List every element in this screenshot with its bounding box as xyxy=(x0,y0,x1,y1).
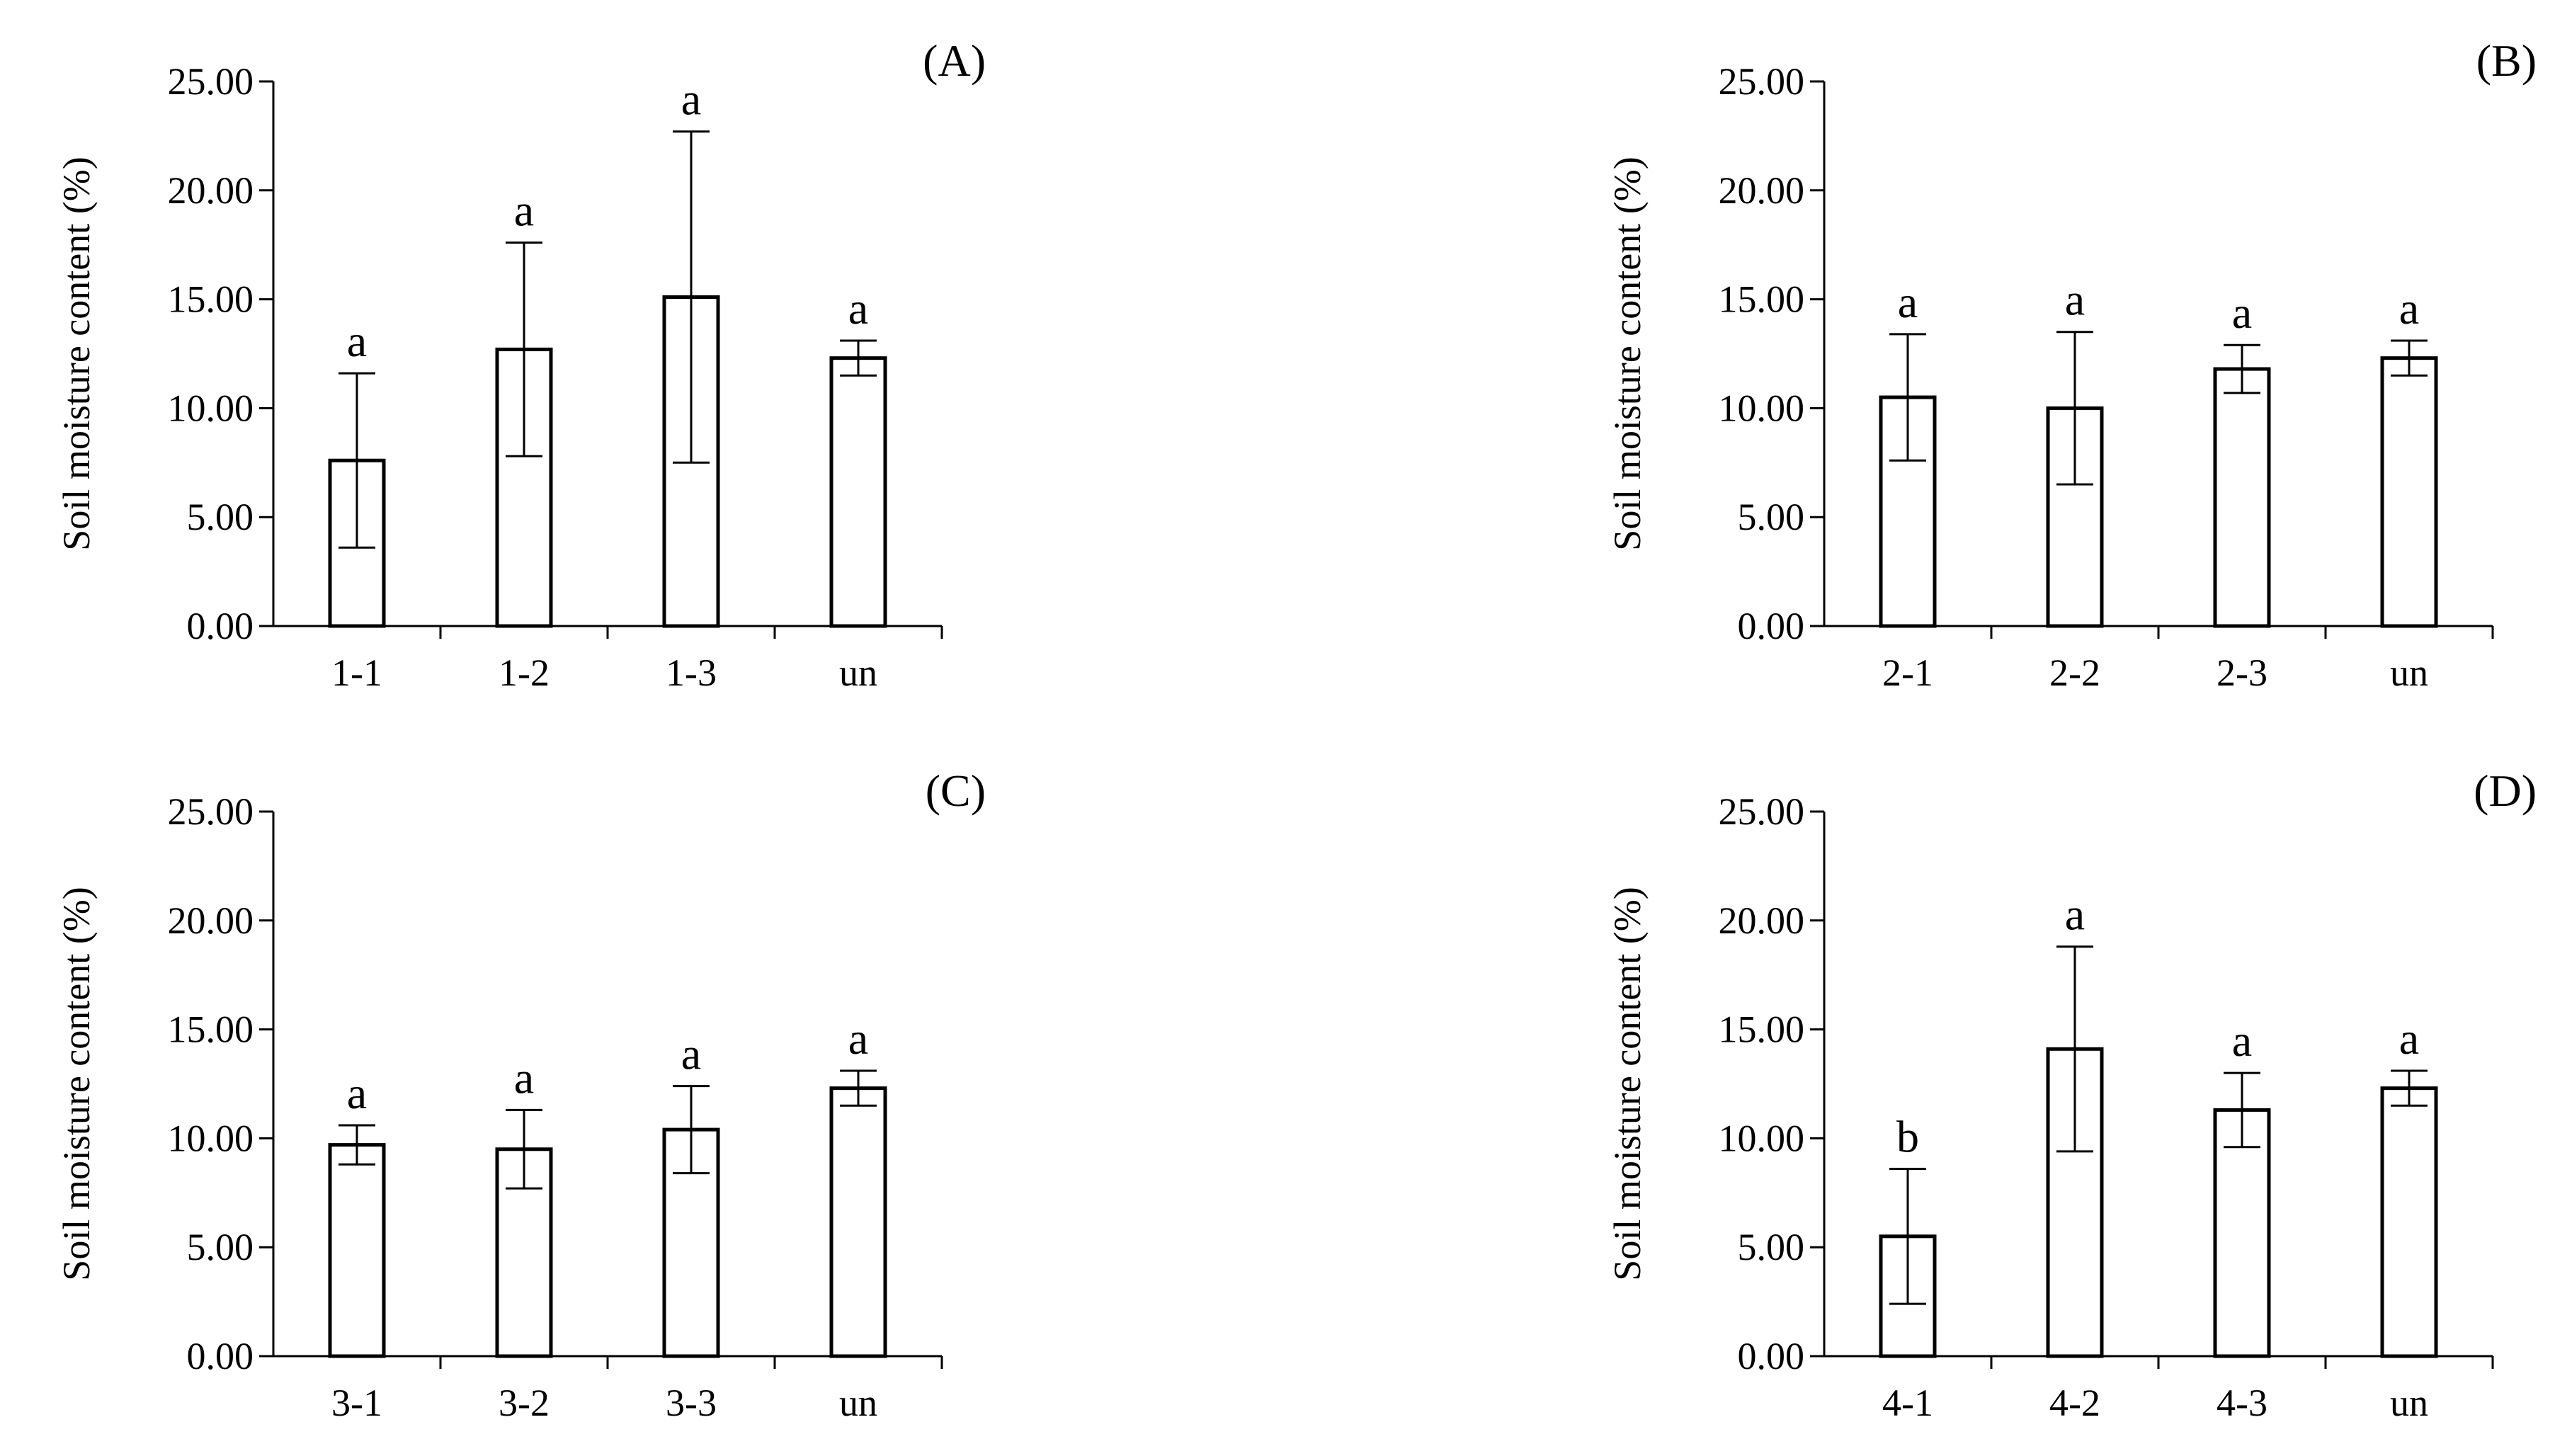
panel-c: 0.00 5.00 10.00 15.00 20.00 25.00 Soil moistur… xyxy=(55,766,986,1424)
y-tick-label: 5.00 xyxy=(187,1226,254,1268)
y-tick-label: 25.00 xyxy=(1719,790,1805,833)
significance-label: a xyxy=(2232,288,2252,338)
significance-label: a xyxy=(1898,277,1918,327)
y-tick-label: 25.00 xyxy=(168,790,254,833)
y-tick-label: 25.00 xyxy=(168,60,254,103)
significance-label: a xyxy=(848,1013,868,1064)
panel-label: (A) xyxy=(923,35,986,86)
x-tick-label: 1-1 xyxy=(331,652,382,694)
bar-2-1 xyxy=(1879,395,1937,628)
significance-label: a xyxy=(2399,283,2419,334)
x-tick-label: 4-3 xyxy=(2217,1382,2267,1424)
significance-label: a xyxy=(2065,889,2085,940)
y-tick-label: 10.00 xyxy=(168,1117,254,1159)
y-tick-label: 0.00 xyxy=(187,605,254,647)
x-tick-label: 3-3 xyxy=(666,1382,717,1424)
panel-a: 0.00 5.00 10.00 15.00 20.00 25.00 Soil moistur… xyxy=(55,35,986,694)
y-axis-label: Soil moisture content (%) xyxy=(55,157,98,550)
x-tick-label: un xyxy=(839,1382,877,1424)
significance-label: a xyxy=(2232,1016,2252,1066)
x-tick-label: 4-1 xyxy=(1882,1382,1933,1424)
y-tick-label: 15.00 xyxy=(1719,1008,1805,1051)
y-tick-label: 0.00 xyxy=(1738,605,1805,647)
significance-label: a xyxy=(514,1052,534,1103)
x-tick-label: un xyxy=(839,652,877,694)
bar-un xyxy=(829,1086,887,1358)
y-tick-label: 10.00 xyxy=(168,387,254,429)
x-tick-label: 1-3 xyxy=(666,652,717,694)
panel-d: 0.00 5.00 10.00 15.00 20.00 25.00 Soil moistur… xyxy=(1606,766,2537,1424)
panel-b: 0.00 5.00 10.00 15.00 20.00 25.00 Soil moistur… xyxy=(1606,35,2537,694)
significance-label: a xyxy=(347,316,367,366)
significance-label: b xyxy=(1896,1111,1919,1161)
bar-2-3 xyxy=(2213,367,2271,628)
significance-label: a xyxy=(2065,275,2085,325)
significance-label: a xyxy=(514,186,534,236)
y-tick-label: 25.00 xyxy=(1719,60,1805,103)
x-tick-label: 3-1 xyxy=(331,1382,382,1424)
significance-label: a xyxy=(2399,1013,2419,1064)
x-tick-label: 3-2 xyxy=(499,1382,550,1424)
panel-label: (D) xyxy=(2474,766,2537,816)
y-tick-label: 15.00 xyxy=(1719,278,1805,321)
y-tick-label: 20.00 xyxy=(1719,169,1805,212)
y-tick-label: 20.00 xyxy=(168,899,254,942)
y-tick-label: 5.00 xyxy=(187,496,254,538)
significance-label: a xyxy=(347,1068,367,1118)
y-tick-label: 15.00 xyxy=(168,1008,254,1051)
x-tick-label: 2-2 xyxy=(2049,652,2100,694)
y-tick-label: 5.00 xyxy=(1738,496,1805,538)
y-tick-label: 10.00 xyxy=(1719,1117,1805,1159)
y-axis-label: Soil moisture content (%) xyxy=(55,887,98,1280)
y-tick-label: 0.00 xyxy=(1738,1335,1805,1377)
x-tick-label: 2-1 xyxy=(1882,652,1933,694)
y-tick-label: 15.00 xyxy=(168,278,254,321)
x-tick-label: 2-3 xyxy=(2217,652,2267,694)
panel-label: (B) xyxy=(2476,35,2537,86)
y-tick-label: 10.00 xyxy=(1719,387,1805,429)
y-axis-label: Soil moisture content (%) xyxy=(1606,887,1649,1280)
y-tick-label: 20.00 xyxy=(1719,899,1805,942)
y-tick-label: 20.00 xyxy=(168,169,254,212)
bar-un xyxy=(2380,1086,2438,1358)
x-tick-label: un xyxy=(2390,1382,2428,1424)
panel-label: (C) xyxy=(926,766,986,816)
bar-un xyxy=(829,356,887,628)
x-tick-label: 1-2 xyxy=(499,652,550,694)
significance-label: a xyxy=(848,283,868,334)
significance-label: a xyxy=(681,74,701,125)
y-tick-label: 5.00 xyxy=(1738,1226,1805,1268)
significance-label: a xyxy=(681,1029,701,1079)
y-axis-label: Soil moisture content (%) xyxy=(1606,157,1649,550)
bar-un xyxy=(2380,356,2438,628)
x-tick-label: 4-2 xyxy=(2049,1382,2100,1424)
bar-4-3 xyxy=(2213,1108,2271,1358)
bar-3-1 xyxy=(328,1143,386,1358)
x-tick-label: un xyxy=(2390,652,2428,694)
y-tick-label: 0.00 xyxy=(187,1335,254,1377)
